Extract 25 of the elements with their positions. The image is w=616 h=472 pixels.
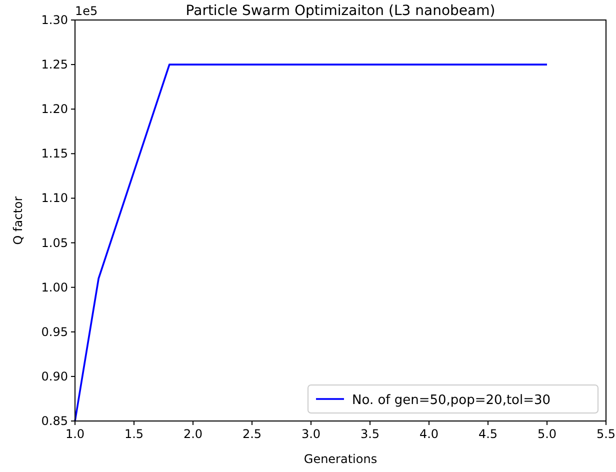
x-tick-label: 1.5 — [124, 427, 144, 441]
y-tick-label: 1.30 — [41, 13, 68, 27]
x-tick-label: 3.5 — [360, 427, 380, 441]
x-tick-label: 1.0 — [65, 427, 85, 441]
text: 1e5 — [75, 4, 98, 18]
x-tick-label: 5.0 — [537, 427, 557, 441]
y-tick-label: 0.85 — [41, 414, 68, 428]
x-axis-title: Generations — [304, 452, 378, 466]
y-tick-label: 1.20 — [41, 102, 68, 116]
x-tick-label: 2.5 — [242, 427, 262, 441]
y-tick-label: 1.25 — [41, 58, 68, 72]
y-tick-label: 1.15 — [41, 146, 68, 161]
x-tick-label: 4.5 — [478, 427, 498, 441]
x-tick-label: 3.0 — [301, 427, 321, 441]
y-tick-label: 1.05 — [41, 236, 68, 250]
y-tick-label: 0.95 — [41, 324, 68, 339]
y-tick-label: 0.90 — [41, 369, 68, 384]
x-tick-label: 2.0 — [183, 427, 203, 441]
chart-title: Particle Swarm Optimizaiton (L3 nanobeam) — [186, 3, 496, 19]
legend-label: No. of gen=50,pop=20,tol=30 — [352, 393, 551, 408]
y-tick-label: 1.10 — [41, 191, 68, 206]
y-axis-title: Q factor — [11, 196, 25, 245]
x-tick-label: 5.5 — [596, 427, 616, 441]
x-tick-label: 4.0 — [419, 427, 439, 441]
y-tick-label: 1.00 — [41, 280, 68, 294]
